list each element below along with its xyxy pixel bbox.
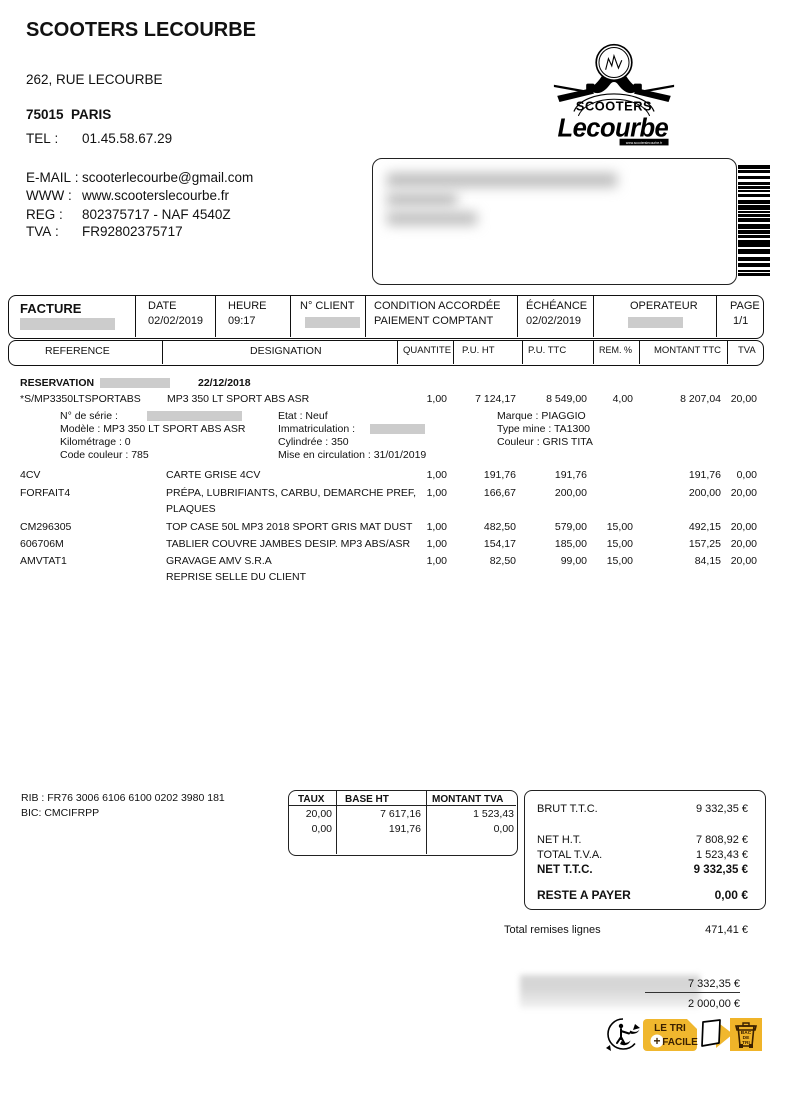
svg-text:Lecourbe: Lecourbe [558, 115, 669, 143]
svg-text:SCOOTERS: SCOOTERS [576, 98, 652, 113]
svg-text:www.scooterslecourbe.fr: www.scooterslecourbe.fr [626, 141, 663, 145]
svg-text:+: + [653, 1034, 660, 1048]
svg-text:FACILE: FACILE [662, 1037, 698, 1048]
svg-text:TRI: TRI [742, 1040, 750, 1046]
svg-text:LE TRI: LE TRI [654, 1023, 686, 1034]
